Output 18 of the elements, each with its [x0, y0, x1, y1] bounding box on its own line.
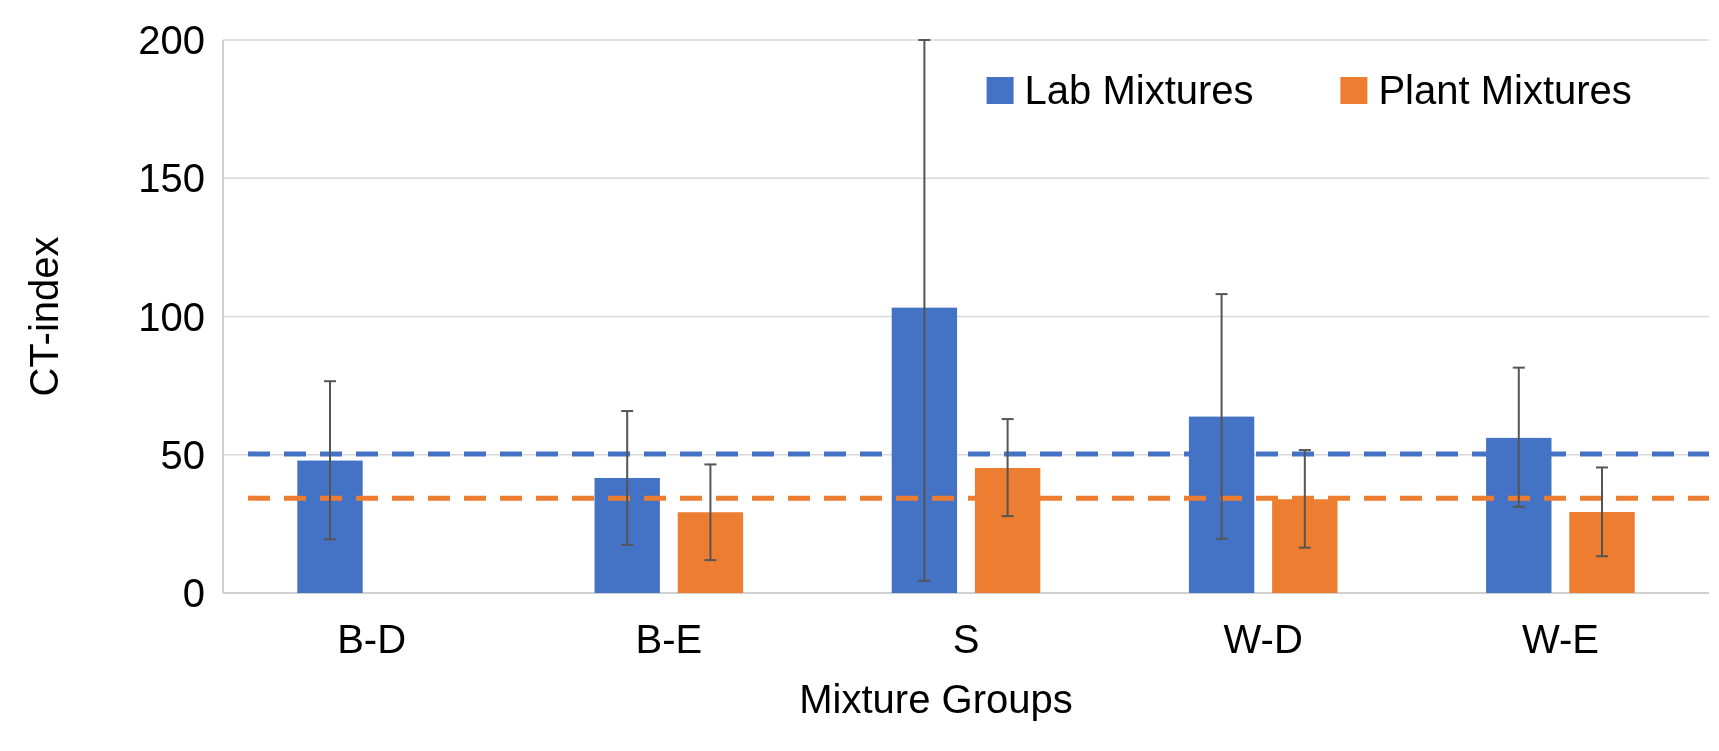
y-tick-label: 50 — [160, 432, 205, 477]
legend-label: Lab Mixtures — [1024, 68, 1254, 112]
bar — [594, 477, 660, 593]
y-tick-label: 100 — [138, 294, 205, 339]
x-tick-label: W-D — [1223, 617, 1303, 661]
x-tick-label: S — [952, 617, 980, 661]
y-tick-label: 150 — [138, 156, 205, 201]
y-axis-title: CT-index — [22, 236, 66, 397]
x-tick-label: B-D — [337, 617, 407, 661]
legend-label: Plant Mixtures — [1378, 68, 1632, 112]
bar — [677, 512, 744, 593]
x-tick-label: B-E — [635, 617, 703, 661]
x-tick-label: W-E — [1521, 617, 1599, 661]
y-tick-label: 0 — [182, 571, 205, 615]
bar — [1569, 511, 1635, 593]
y-tick-label: 200 — [138, 18, 205, 62]
bar — [297, 460, 363, 593]
x-axis-title: Mixture Groups — [799, 677, 1073, 721]
